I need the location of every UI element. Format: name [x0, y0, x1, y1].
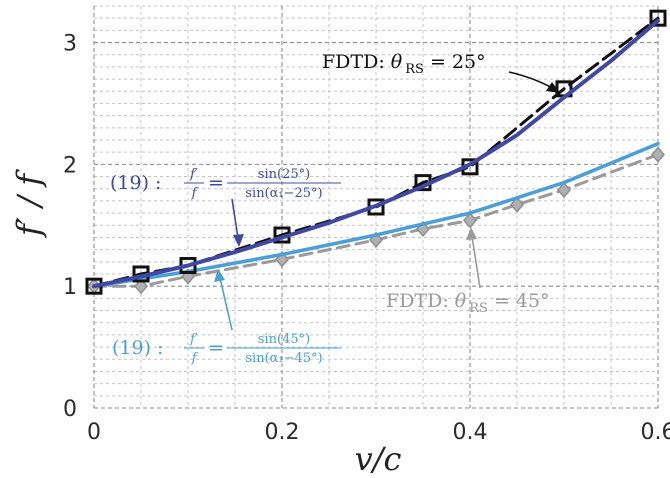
annotation-fdtd-25-arrow	[508, 71, 555, 90]
annotation-fdtd-25-arrowhead	[546, 82, 560, 93]
y-axis-label: f′ / f	[10, 169, 48, 238]
annotation-eq-45-lhs-den: f	[191, 351, 199, 366]
annotation-fdtd-25-sub: RS	[405, 62, 424, 77]
series-line	[92, 18, 660, 289]
y-tick-label: 1	[63, 275, 77, 300]
x-tick-label: 0.2	[265, 420, 300, 445]
x-tick-label: 0.4	[453, 420, 488, 445]
annotation-eq-25-arrowhead	[233, 234, 244, 247]
annotation-fdtd-45-eq: = 45°	[488, 290, 550, 312]
annotation-eq-45-arrowhead	[214, 269, 225, 282]
svg-text:FDTD: θRS = 25°: FDTD: θ RS = 25°	[322, 51, 486, 77]
annotation-eq-25-lhs-num: f′	[189, 167, 198, 182]
annotation-eq-45-rhs-den: sin(α₁−45°)	[245, 351, 322, 366]
annotation-eq-45-arrow	[219, 277, 233, 331]
x-axis-label: v/c	[355, 440, 402, 478]
y-tick-label: 2	[63, 153, 77, 178]
annotation-eq-45-rhs-num: sin(45°)	[258, 332, 310, 347]
annotation-eq-45-lhs-num: f′	[189, 332, 198, 347]
annotation-fdtd-45-arrow	[471, 235, 481, 289]
series-layer	[85, 9, 667, 295]
annotation-fdtd-45-prefix: FDTD:	[386, 290, 455, 312]
series-line	[92, 153, 660, 288]
annotation-eq-25-lhs-den: f	[191, 186, 199, 201]
diamond-marker	[463, 212, 477, 229]
annotation-eq-25-rhs-den: sin(α₁−25°)	[245, 186, 322, 201]
annotation-eq-45-lead: (19) :	[112, 337, 163, 359]
diamond-marker	[134, 278, 148, 295]
y-tick-label: 0	[63, 397, 77, 422]
annotation-fdtd-45: FDTD: θ RS = 45°	[386, 227, 550, 316]
annotation-eq-45: (19) : f′ f = sin(45°) sin(α₁−45°)	[112, 269, 341, 366]
annotation-eq-25: (19) : f′ f = sin(25°) sin(α₁−25°)	[110, 167, 341, 247]
annotation-fdtd-25: FDTD: θ RS = 25°	[322, 51, 560, 93]
annotation-fdtd-25-eq: = 25°	[424, 51, 486, 73]
annotation-fdtd-25-prefix: FDTD:	[322, 51, 391, 73]
annotation-fdtd-45-theta: θ	[455, 290, 467, 312]
svg-text:FDTD: θRS = 45°: FDTD: θ RS = 45°	[386, 290, 550, 316]
tick-labels: 0 0.2 0.4 0.6 0 1 2 3	[63, 32, 670, 445]
diamond-marker	[651, 146, 665, 163]
annotation-eq-25-arrow	[231, 198, 239, 239]
annotation-eq-25-eqsign: =	[208, 172, 224, 194]
diamond-marker	[510, 196, 524, 213]
x-tick-label: 0.6	[641, 420, 670, 445]
series-1	[92, 18, 660, 289]
annotation-eq-25-lead: (19) :	[110, 172, 161, 194]
diamond-marker	[557, 181, 571, 199]
annotation-eq-25-rhs-num: sin(25°)	[258, 167, 310, 182]
annotation-eq-45-eqsign: =	[208, 337, 224, 359]
annotation-fdtd-25-theta: θ	[391, 51, 403, 73]
annotation-fdtd-45-arrowhead	[466, 227, 477, 240]
grid	[93, 5, 659, 409]
annotation-fdtd-45-sub: RS	[469, 301, 488, 316]
x-tick-label: 0	[87, 420, 101, 445]
square-marker	[649, 9, 667, 27]
y-tick-label: 3	[63, 32, 77, 57]
